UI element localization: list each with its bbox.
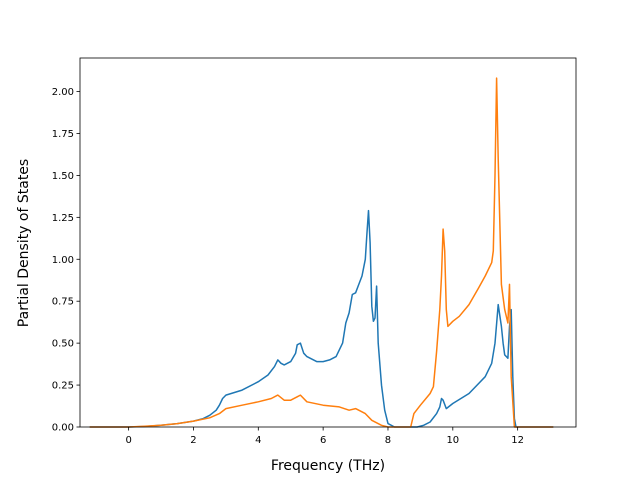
x-tick-label: 12 [511, 435, 524, 446]
y-tick-label: 1.50 [52, 171, 74, 182]
y-tick-label: 0.50 [52, 339, 74, 350]
y-axis-title: Partial Density of States [16, 159, 32, 327]
series-line-1 [89, 209, 554, 428]
axes-layer: 0 2 4 6 8 10 12 0.00 0.25 0.50 0.75 1.00 1.25 1.50 1.7… [52, 57, 577, 446]
y-tick-label: 1.75 [52, 129, 74, 140]
x-axis-title: Frequency (THz) [271, 458, 385, 474]
x-tick-label: 4 [255, 435, 261, 446]
y-tick-label: 0.75 [52, 297, 74, 308]
series-line-2 [89, 77, 554, 428]
y-tick-label: 1.25 [52, 213, 74, 224]
x-tick-label: 2 [190, 435, 196, 446]
plot-frame [79, 57, 577, 428]
y-tick-label: 2.00 [52, 87, 74, 98]
y-tick-label: 0.00 [52, 423, 74, 434]
x-tick-label: 8 [385, 435, 391, 446]
x-tick-label: 6 [320, 435, 326, 446]
x-tick-label: 10 [446, 435, 459, 446]
series-layer [89, 77, 554, 428]
y-tick-label: 0.25 [52, 381, 74, 392]
x-tick-label: 0 [125, 435, 131, 446]
y-tick-label: 1.00 [52, 255, 74, 266]
